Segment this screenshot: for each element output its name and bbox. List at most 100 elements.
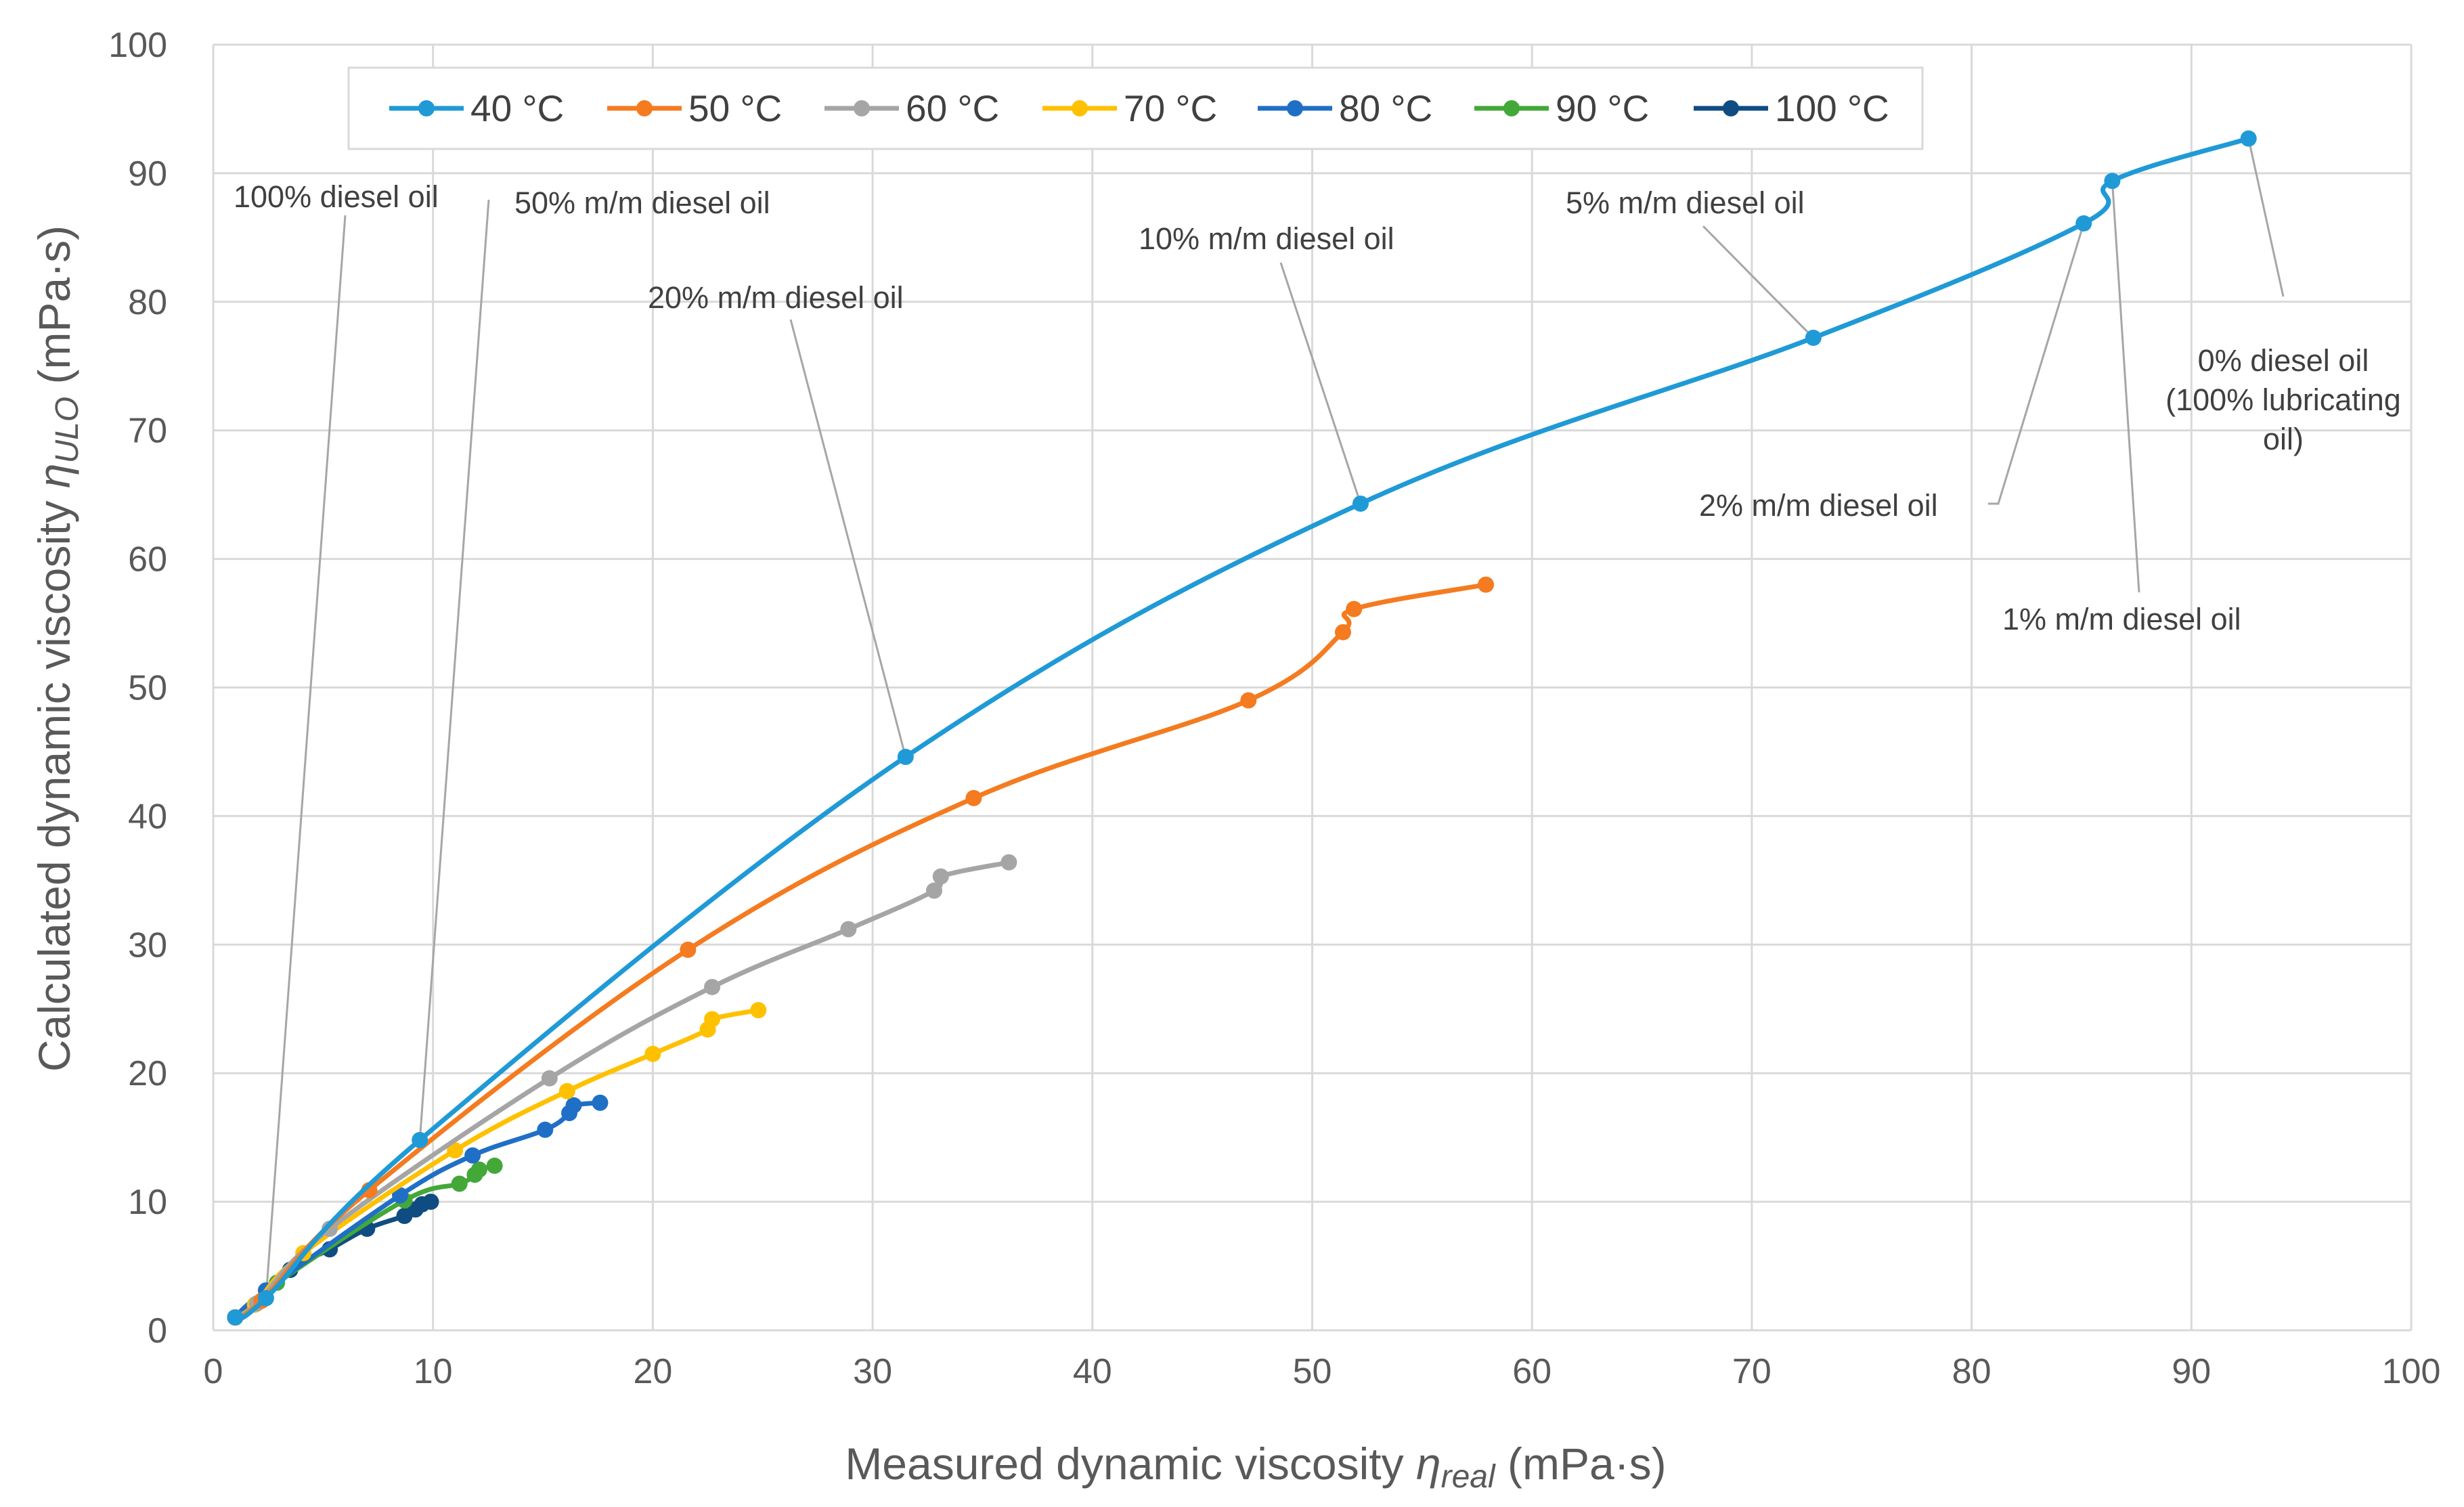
annotation-leader-lines (265, 138, 2285, 1298)
annotation-label-1: 50% m/m diesel oil (514, 185, 770, 220)
annotation-leader-7 (2247, 138, 2285, 297)
legend-label-1: 50 °C (688, 87, 782, 129)
y-tick-label-6: 60 (128, 540, 167, 580)
x-tick-label-4: 40 (1073, 1352, 1112, 1391)
annotation-line-4-0: 5% m/m diesel oil (1566, 185, 1805, 220)
x-tick-label-0: 0 (204, 1352, 223, 1391)
annotation-leader-6 (2111, 181, 2140, 593)
annotation-label-0: 100% diesel oil (234, 179, 439, 214)
data-point-3-8 (750, 1002, 767, 1019)
annotation-line-1-0: 50% m/m diesel oil (514, 185, 770, 220)
data-point-4-6 (565, 1097, 582, 1114)
legend-label-2: 60 °C (906, 87, 999, 129)
data-point-1-5 (1240, 692, 1257, 709)
annotation-line-7-0: 0% diesel oil (2198, 343, 2369, 378)
annotation-line-3-0: 10% m/m diesel oil (1139, 221, 1394, 256)
x-axis-title: Measured dynamic viscosity ηreal (mPa·s) (845, 1439, 1666, 1495)
data-point-4-7 (592, 1094, 609, 1111)
x-tick-label-9: 90 (2172, 1352, 2211, 1391)
data-point-5-6 (486, 1157, 503, 1174)
x-tick-label-10: 100 (2382, 1352, 2441, 1391)
data-point-1-7 (1346, 600, 1363, 617)
x-tick-label-8: 80 (1952, 1352, 1992, 1391)
y-tick-label-7: 70 (128, 412, 167, 451)
data-point-0-6 (2075, 215, 2092, 232)
data-point-5-5 (470, 1161, 487, 1178)
data-point-4-2 (391, 1187, 408, 1204)
data-series (227, 130, 2257, 1326)
annotation-label-3: 10% m/m diesel oil (1139, 221, 1394, 256)
gridlines (212, 43, 2413, 1332)
data-point-1-3 (680, 941, 697, 958)
annotation-line-5-0: 2% m/m diesel oil (1699, 488, 1938, 523)
legend-label-6: 100 °C (1775, 87, 1889, 129)
data-point-4-3 (464, 1147, 481, 1164)
series-line-0 (233, 136, 2251, 1322)
annotation-leader-5 (1988, 223, 2085, 505)
data-point-0-8 (2240, 130, 2257, 147)
data-point-0-7 (2104, 173, 2121, 190)
legend-marker-1 (636, 100, 653, 116)
x-tick-label-7: 70 (1732, 1352, 1772, 1391)
legend-marker-6 (1723, 100, 1739, 116)
legend-marker-0 (418, 100, 435, 116)
data-point-3-3 (447, 1142, 464, 1159)
x-tick-label-3: 30 (853, 1352, 892, 1391)
annotation-label-4: 5% m/m diesel oil (1566, 185, 1805, 220)
legend-marker-5 (1503, 100, 1520, 116)
annotation-label-2: 20% m/m diesel oil (648, 280, 904, 315)
annotation-line-0-0: 100% diesel oil (234, 179, 439, 214)
data-point-0-2 (412, 1131, 428, 1148)
annotation-leader-1 (418, 199, 490, 1141)
data-point-1-6 (1334, 624, 1351, 640)
tick-labels: 0 10 20 30 40 50 60 70 80 90 100 0 10 20 30 40 50 60 70 80 9… (108, 26, 2440, 1391)
x-tick-label-5: 50 (1293, 1352, 1332, 1391)
annotation-label-6: 1% m/m diesel oil (2002, 602, 2241, 636)
annotation-line-2-0: 20% m/m diesel oil (648, 280, 904, 315)
series-0 (227, 130, 2257, 1326)
data-point-0-1 (257, 1290, 274, 1307)
data-point-2-4 (704, 978, 721, 995)
data-point-2-7 (932, 868, 949, 885)
annotation-label-5: 2% m/m diesel oil (1699, 488, 1938, 523)
y-tick-label-3: 30 (128, 925, 167, 965)
legend-marker-3 (1072, 100, 1088, 116)
data-point-2-5 (840, 921, 857, 938)
y-tick-label-0: 0 (148, 1311, 167, 1351)
data-point-3-7 (704, 1011, 721, 1028)
annotation-line-7-1: (100% lubricating (2165, 383, 2401, 417)
x-tick-label-2: 20 (633, 1352, 672, 1391)
x-tick-label-1: 10 (414, 1352, 453, 1391)
annotation-line-7-2: oil) (2263, 422, 2304, 456)
data-point-1-4 (965, 789, 982, 806)
y-tick-label-1: 10 (128, 1183, 167, 1222)
data-point-0-0 (227, 1309, 244, 1326)
annotation-leader-2 (789, 319, 907, 758)
data-point-3-4 (558, 1083, 575, 1099)
legend-label-4: 80 °C (1339, 87, 1432, 129)
data-point-0-5 (1805, 329, 1822, 346)
data-point-5-3 (451, 1175, 468, 1192)
legend-label-0: 40 °C (470, 87, 564, 129)
data-point-2-6 (926, 882, 943, 899)
y-tick-label-5: 50 (128, 669, 167, 708)
data-point-1-8 (1478, 576, 1495, 593)
legend: 40 °C 50 °C 60 °C 70 °C 80 °C 90 °C 100 °C (347, 66, 1924, 150)
y-axis-title: Calculated dynamic viscosity ηULO (mPa·s… (29, 225, 85, 1072)
legend-label-3: 70 °C (1124, 87, 1217, 129)
y-tick-label-4: 40 (128, 797, 167, 836)
annotation-leader-0 (265, 215, 347, 1298)
data-point-2-8 (1000, 854, 1017, 871)
data-point-2-2 (322, 1220, 338, 1237)
y-tick-label-8: 80 (128, 283, 167, 322)
data-point-0-3 (897, 749, 914, 766)
legend-marker-4 (1287, 100, 1303, 116)
y-tick-label-9: 90 (128, 154, 167, 194)
legend-label-5: 90 °C (1556, 87, 1649, 129)
annotations: 100% diesel oil 50% m/m diesel oil 20% m/m… (234, 179, 2401, 636)
y-tick-label-10: 100 (108, 26, 167, 65)
annotation-label-7: 0% diesel oil (100% lubricating oil) (2165, 343, 2401, 456)
annotation-leader-4 (1702, 225, 1814, 339)
